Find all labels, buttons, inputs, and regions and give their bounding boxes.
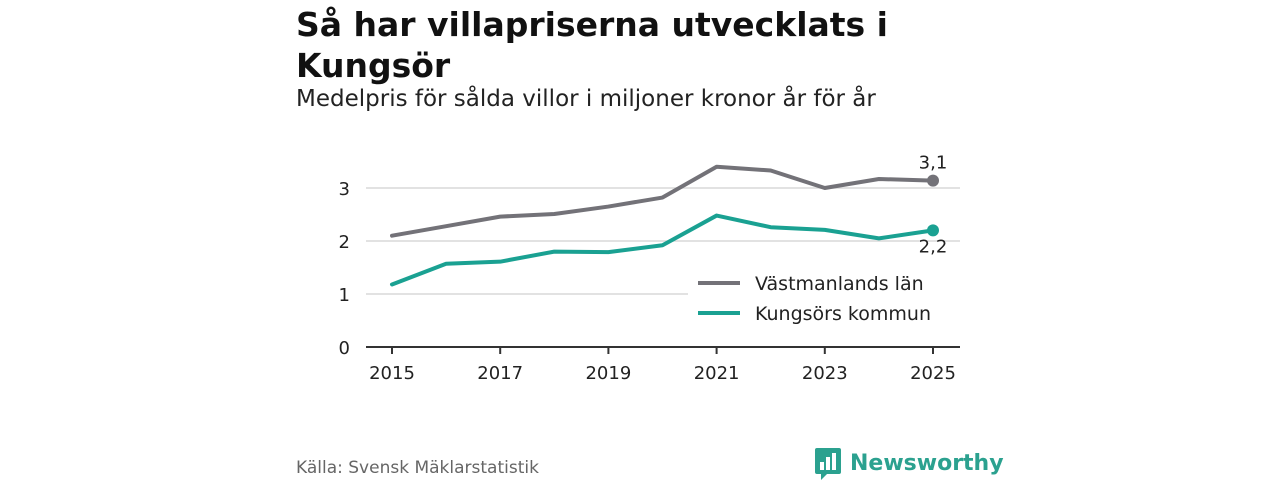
legend-label-kungsors-kommun: Kungsörs kommun	[755, 303, 931, 325]
x-tick-label-2019: 2019	[585, 363, 631, 384]
newsworthy-logo-icon	[815, 448, 841, 480]
legend-background	[688, 264, 960, 334]
x-tick-label-2025: 2025	[910, 363, 956, 384]
axes: 0 1 2 3 2015 2017 2019 2021 2023 2025	[339, 179, 960, 384]
x-tick-label-2023: 2023	[802, 363, 848, 384]
source-note: Källa: Svensk Mäklarstatistik	[296, 458, 539, 478]
brand-logo[interactable]: Newsworthy	[814, 446, 1004, 482]
chart-subtitle: Medelpris för sålda villor i miljoner kr…	[296, 86, 876, 112]
y-tick-label-0: 0	[339, 338, 350, 359]
end-labels: 3,1 2,2	[919, 153, 948, 258]
x-tick-label-2017: 2017	[477, 363, 523, 384]
brand-name: Newsworthy	[850, 451, 1004, 476]
legend-label-vastmanlands-lan: Västmanlands län	[755, 273, 924, 295]
y-tick-label-1: 1	[339, 285, 350, 306]
line-chart: 0 1 2 3 2015 2017 2019 2021 2023 2025 3,1 2,2 Väst…	[339, 153, 960, 384]
series-line-vastmanlands-lan	[390, 164, 935, 238]
end-point-vastmanlands-lan	[927, 174, 939, 187]
end-point-kungsors-kommun	[927, 224, 939, 237]
y-tick-label-3: 3	[339, 179, 350, 200]
x-tick-label-2015: 2015	[369, 363, 415, 384]
legend: Västmanlands län Kungsörs kommun	[688, 264, 960, 334]
end-label-kungsors-kommun: 2,2	[919, 236, 948, 257]
chart-title: Så har villapriserna utvecklats i Kungsö…	[296, 5, 888, 85]
series-line-kungsors-kommun	[390, 213, 935, 287]
x-tick-label-2021: 2021	[694, 363, 740, 384]
y-tick-label-2: 2	[339, 232, 350, 253]
end-label-vastmanlands-lan: 3,1	[919, 153, 948, 174]
series-lines	[390, 164, 939, 287]
